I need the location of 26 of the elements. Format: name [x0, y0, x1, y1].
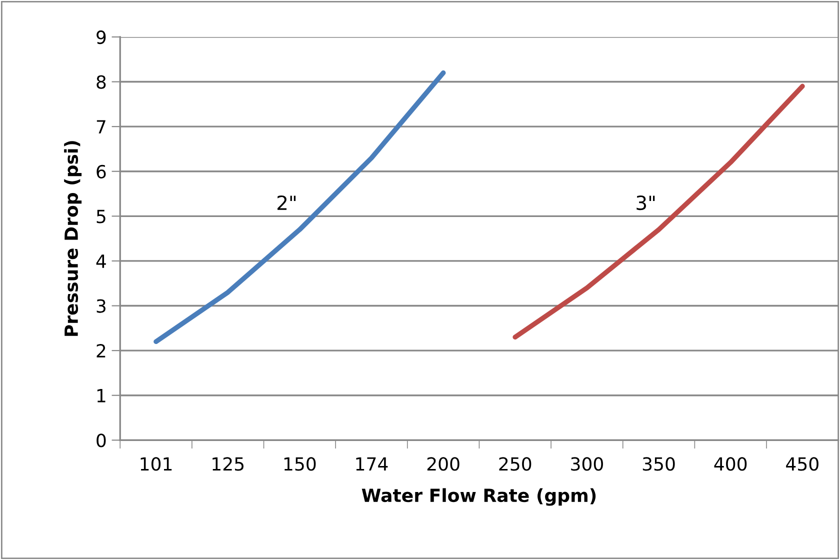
series-label: 3": [636, 195, 655, 210]
line-series: [154, 70, 446, 344]
line-series: [512, 84, 805, 340]
x-tick-label: 101: [140, 457, 172, 471]
y-tick-label: 3: [96, 299, 106, 313]
x-tick-label: 350: [642, 457, 675, 471]
y-tick-label: 8: [96, 75, 106, 89]
x-tick-label: 300: [571, 457, 603, 471]
y-tick-label: 2: [96, 344, 106, 358]
y-tick-label: 7: [96, 120, 106, 134]
x-tick-label: 200: [427, 457, 460, 471]
x-tick-label: 400: [714, 457, 747, 471]
y-tick-label: 4: [96, 254, 106, 268]
x-tick-label: 125: [212, 457, 244, 471]
x-tick-label: 450: [786, 457, 818, 471]
x-tick-label: 150: [284, 457, 316, 471]
y-axis-title: Pressure Drop (psi): [64, 141, 82, 336]
y-tick-label: 0: [96, 434, 106, 448]
x-axis-title: Water Flow Rate (gpm): [362, 488, 596, 506]
y-tick-label: 6: [96, 164, 106, 178]
y-tick-label: 9: [96, 30, 106, 44]
x-tick-label: 174: [356, 457, 388, 471]
x-tick-label: 250: [499, 457, 532, 471]
y-tick-label: 5: [96, 210, 106, 224]
y-tick-label: 1: [97, 389, 106, 402]
series-label: 2": [278, 195, 296, 210]
